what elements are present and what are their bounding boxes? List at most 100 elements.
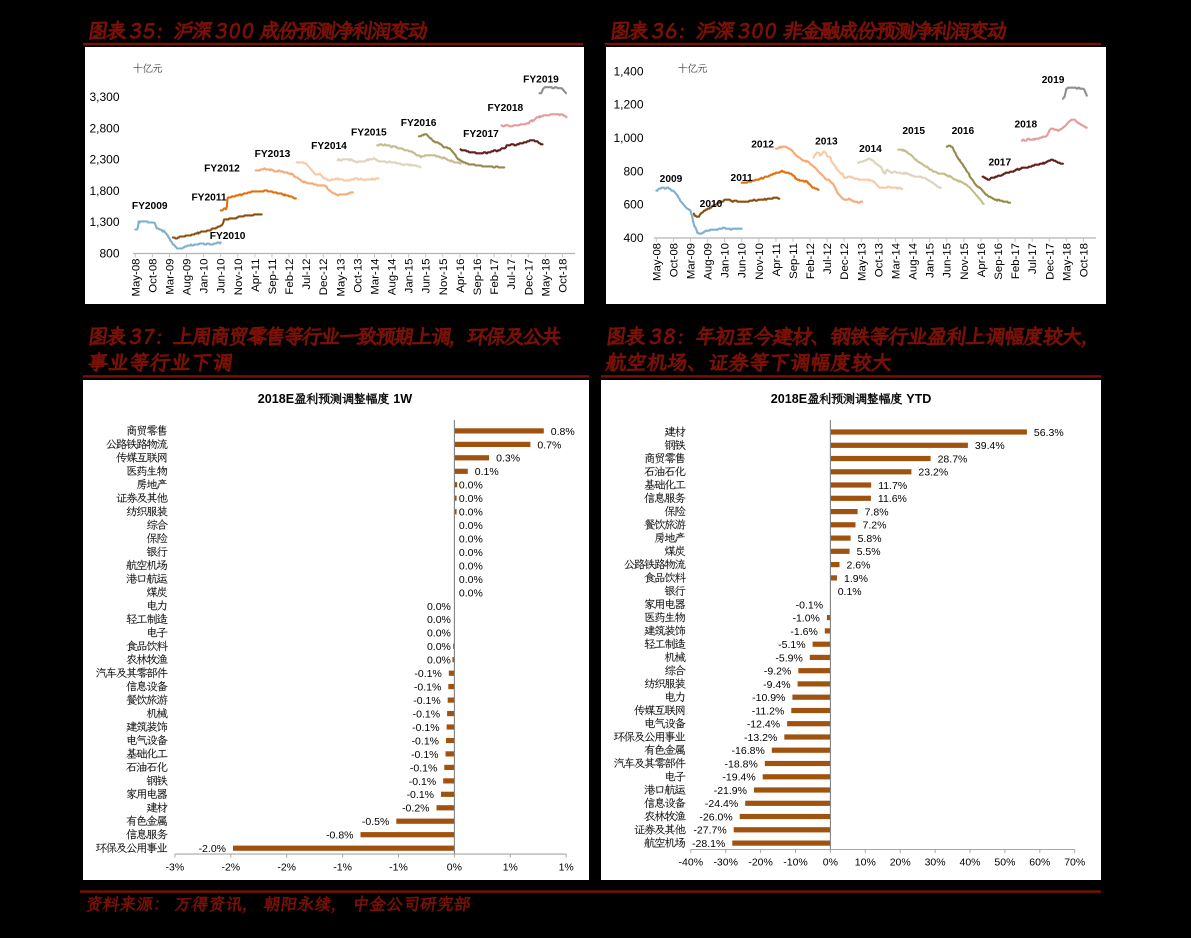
svg-text:-9.4%: -9.4% xyxy=(763,679,790,691)
svg-text:YTD: YTD xyxy=(906,392,931,406)
svg-text:400: 400 xyxy=(623,231,643,245)
svg-text:-0.1%: -0.1% xyxy=(413,695,440,707)
svg-text:Dec-12: Dec-12 xyxy=(318,259,330,296)
svg-text:Jan-15: Jan-15 xyxy=(404,259,416,294)
svg-text:800: 800 xyxy=(623,164,643,178)
svg-text:-0.1%: -0.1% xyxy=(409,776,436,788)
svg-text:Apr-11: Apr-11 xyxy=(250,259,262,292)
svg-text:Oct-18: Oct-18 xyxy=(557,259,569,293)
svg-text:Oct-18: Oct-18 xyxy=(1078,243,1090,277)
svg-text:Mar-09: Mar-09 xyxy=(165,259,177,295)
svg-text:0.0%: 0.0% xyxy=(459,587,483,599)
svg-text:-12.4%: -12.4% xyxy=(747,719,780,731)
svg-text:0.0%: 0.0% xyxy=(459,520,483,532)
svg-text:-10.9%: -10.9% xyxy=(752,692,785,704)
svg-text:1%: 1% xyxy=(559,861,574,873)
svg-text:Feb-17: Feb-17 xyxy=(489,258,501,294)
svg-text:-13.2%: -13.2% xyxy=(744,732,777,744)
svg-text:56.3%: 56.3% xyxy=(1034,427,1064,439)
svg-text:2015: 2015 xyxy=(902,126,925,137)
svg-text:May-13: May-13 xyxy=(856,243,868,281)
svg-text:-16.8%: -16.8% xyxy=(732,745,765,757)
svg-text:Oct-13: Oct-13 xyxy=(873,243,885,277)
svg-text:Jul-12: Jul-12 xyxy=(301,259,313,290)
svg-text:-26.0%: -26.0% xyxy=(699,811,732,823)
svg-text:2017: 2017 xyxy=(988,157,1011,168)
svg-text:Oct-08: Oct-08 xyxy=(668,243,680,277)
svg-text:7.8%: 7.8% xyxy=(865,507,889,519)
svg-text:-21.9%: -21.9% xyxy=(714,785,747,797)
svg-text:Aug-14: Aug-14 xyxy=(387,259,399,296)
svg-text:FY2013: FY2013 xyxy=(255,149,291,160)
svg-text:Dec-17: Dec-17 xyxy=(523,259,535,296)
svg-text:600: 600 xyxy=(623,198,643,212)
svg-text:-40%: -40% xyxy=(679,857,704,869)
svg-text:0.0%: 0.0% xyxy=(427,614,451,626)
svg-text:-0.1%: -0.1% xyxy=(414,682,441,694)
svg-text:-3%: -3% xyxy=(166,861,185,873)
svg-text:2009: 2009 xyxy=(660,174,683,185)
svg-text:FY2017: FY2017 xyxy=(463,129,499,140)
svg-text:Jun-10: Jun-10 xyxy=(216,259,228,294)
svg-text:Feb-12: Feb-12 xyxy=(284,259,296,295)
svg-text:39.4%: 39.4% xyxy=(975,440,1005,452)
svg-text:40%: 40% xyxy=(959,857,980,869)
svg-text:0.0%: 0.0% xyxy=(427,641,451,653)
svg-text:-0.5%: -0.5% xyxy=(362,816,389,828)
svg-text:Dec-12: Dec-12 xyxy=(839,243,851,280)
svg-text:2018E: 2018E xyxy=(258,392,294,406)
svg-text:1W: 1W xyxy=(393,392,412,406)
svg-text:2012: 2012 xyxy=(751,140,774,151)
svg-text:2,300: 2,300 xyxy=(89,153,119,167)
svg-text:FY2019: FY2019 xyxy=(523,74,559,85)
svg-text:0.0%: 0.0% xyxy=(459,574,483,586)
svg-text:FY2011: FY2011 xyxy=(191,193,226,204)
svg-text:70%: 70% xyxy=(1064,857,1085,869)
svg-text:-1.6%: -1.6% xyxy=(790,626,817,638)
svg-text:Sep-11: Sep-11 xyxy=(788,243,800,279)
svg-text:1,000: 1,000 xyxy=(613,131,643,145)
svg-text:Aug-09: Aug-09 xyxy=(182,259,194,296)
svg-text:FY2010: FY2010 xyxy=(210,231,246,242)
svg-text:2013: 2013 xyxy=(815,136,838,147)
svg-text:-24.4%: -24.4% xyxy=(705,798,738,810)
svg-text:1,800: 1,800 xyxy=(89,184,119,198)
svg-text:May-08: May-08 xyxy=(130,259,142,297)
svg-text:2016: 2016 xyxy=(952,126,975,137)
svg-text:50%: 50% xyxy=(994,857,1015,869)
svg-text:-1%: -1% xyxy=(389,861,408,873)
svg-text:30%: 30% xyxy=(925,857,946,869)
svg-text:-0.1%: -0.1% xyxy=(414,668,441,680)
svg-text:FY2009: FY2009 xyxy=(132,201,168,212)
svg-text:-5.9%: -5.9% xyxy=(775,652,802,664)
svg-text:Dec-17: Dec-17 xyxy=(1044,243,1056,280)
svg-text:2018E: 2018E xyxy=(771,392,807,406)
svg-text:FY2016: FY2016 xyxy=(401,118,437,129)
svg-text:Sep-16: Sep-16 xyxy=(472,259,484,296)
svg-text:Jul-17: Jul-17 xyxy=(1027,243,1039,274)
svg-text:Sep-16: Sep-16 xyxy=(993,243,1005,280)
svg-text:-0.1%: -0.1% xyxy=(412,735,439,747)
svg-text:5.5%: 5.5% xyxy=(857,546,881,558)
svg-text:2014: 2014 xyxy=(859,144,882,155)
svg-text:Jun-10: Jun-10 xyxy=(737,243,749,278)
svg-text:1,200: 1,200 xyxy=(613,98,643,112)
svg-text:2018: 2018 xyxy=(1014,120,1037,131)
svg-text:0.0%: 0.0% xyxy=(459,547,483,559)
svg-text:0%: 0% xyxy=(447,861,462,873)
svg-text:-0.2%: -0.2% xyxy=(402,803,429,815)
svg-text:May-08: May-08 xyxy=(651,243,663,281)
svg-text:7.2%: 7.2% xyxy=(863,520,887,532)
svg-text:Feb-17: Feb-17 xyxy=(1010,243,1022,279)
svg-text:-10%: -10% xyxy=(783,857,808,869)
svg-text:-0.1%: -0.1% xyxy=(407,789,434,801)
svg-text:Apr-11: Apr-11 xyxy=(771,243,783,276)
svg-text:May-18: May-18 xyxy=(1061,243,1073,281)
svg-text:-0.1%: -0.1% xyxy=(411,749,438,761)
svg-text:2,800: 2,800 xyxy=(89,121,119,135)
svg-text:5.8%: 5.8% xyxy=(858,533,882,545)
svg-text:-1%: -1% xyxy=(333,861,352,873)
svg-text:0.3%: 0.3% xyxy=(496,453,520,465)
svg-text:Sep-11: Sep-11 xyxy=(267,259,279,295)
svg-text:0.0%: 0.0% xyxy=(427,601,451,613)
